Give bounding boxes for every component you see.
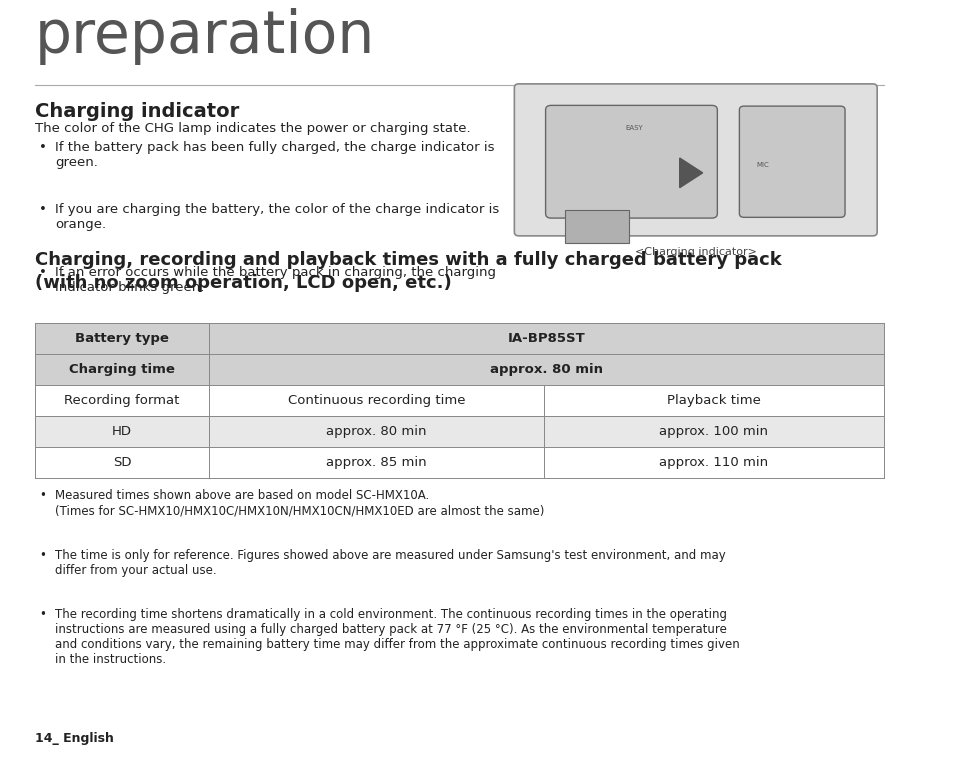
Text: approx. 80 min: approx. 80 min: [489, 363, 602, 376]
Bar: [35, 385, 209, 416]
Text: The recording time shortens dramatically in a cold environment. The continuous r: The recording time shortens dramatically…: [55, 608, 740, 666]
Bar: [543, 447, 882, 478]
Text: SD: SD: [112, 457, 131, 470]
Bar: [209, 447, 543, 478]
Text: •: •: [39, 266, 48, 279]
Text: IA-BP85ST: IA-BP85ST: [507, 332, 584, 345]
Text: Battery type: Battery type: [75, 332, 169, 345]
Text: approx. 110 min: approx. 110 min: [659, 457, 767, 470]
Bar: [35, 447, 209, 478]
Text: Continuous recording time: Continuous recording time: [288, 394, 465, 407]
Bar: [35, 354, 209, 385]
Text: If an error occurs while the battery pack in charging, the charging
indicator bl: If an error occurs while the battery pac…: [55, 266, 496, 293]
Text: preparation: preparation: [35, 8, 375, 65]
FancyBboxPatch shape: [514, 83, 876, 236]
Text: MIC: MIC: [755, 162, 768, 169]
Bar: [35, 322, 209, 354]
Text: Recording format: Recording format: [64, 394, 179, 407]
Text: <Charging indicator>: <Charging indicator>: [634, 247, 756, 257]
Text: •: •: [39, 141, 48, 154]
Text: If the battery pack has been fully charged, the charge indicator is
green.: If the battery pack has been fully charg…: [55, 141, 494, 169]
Text: Charging time: Charging time: [69, 363, 174, 376]
Bar: [543, 416, 882, 447]
Text: approx. 100 min: approx. 100 min: [659, 425, 767, 438]
FancyBboxPatch shape: [545, 106, 717, 218]
Bar: [35, 416, 209, 447]
Text: approx. 85 min: approx. 85 min: [326, 457, 426, 470]
Text: approx. 80 min: approx. 80 min: [326, 425, 426, 438]
FancyBboxPatch shape: [739, 106, 844, 218]
Text: •: •: [39, 608, 47, 621]
Bar: [564, 210, 629, 244]
Text: •: •: [39, 489, 47, 502]
Bar: [209, 385, 543, 416]
Text: Playback time: Playback time: [666, 394, 760, 407]
Text: Charging indicator: Charging indicator: [35, 103, 239, 122]
Text: The color of the CHG lamp indicates the power or charging state.: The color of the CHG lamp indicates the …: [35, 123, 470, 136]
Text: If you are charging the battery, the color of the charge indicator is
orange.: If you are charging the battery, the col…: [55, 203, 498, 231]
Bar: [209, 322, 882, 354]
Text: Charging, recording and playback times with a fully charged battery pack
(with n: Charging, recording and playback times w…: [35, 250, 781, 293]
Text: •: •: [39, 203, 48, 216]
Text: The time is only for reference. Figures showed above are measured under Samsung': The time is only for reference. Figures …: [55, 548, 725, 577]
Bar: [209, 416, 543, 447]
Text: Measured times shown above are based on model SC-HMX10A.
(Times for SC-HMX10/HMX: Measured times shown above are based on …: [55, 489, 544, 518]
Text: HD: HD: [112, 425, 132, 438]
Polygon shape: [679, 158, 702, 188]
Text: EASY: EASY: [624, 126, 642, 131]
Bar: [543, 385, 882, 416]
Text: 14_ English: 14_ English: [35, 732, 113, 745]
Bar: [209, 354, 882, 385]
Text: •: •: [39, 548, 47, 561]
